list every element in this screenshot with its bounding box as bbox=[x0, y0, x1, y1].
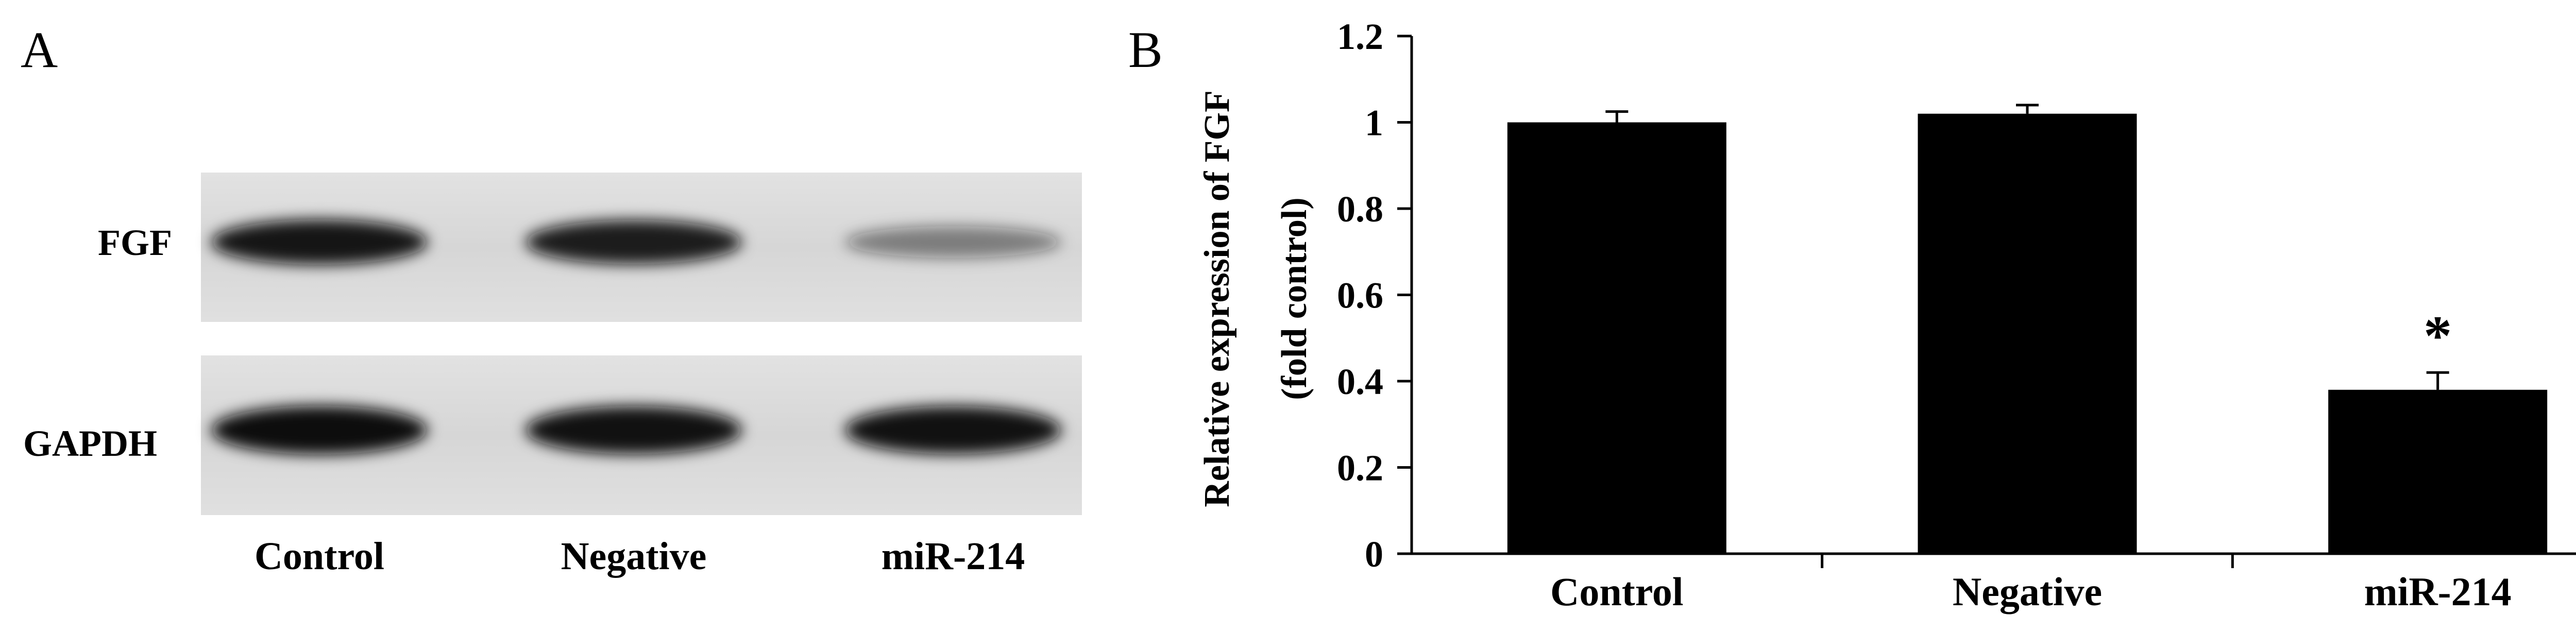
y-tick-label: 0.8 bbox=[1337, 189, 1383, 230]
y-tick-label: 1 bbox=[1365, 103, 1383, 144]
y-ticks: 0 0.2 0.4 0.6 0.8 1 1.2 bbox=[1337, 16, 1412, 575]
significance-mark: * bbox=[2424, 304, 2452, 367]
gapdh-band-2 bbox=[526, 406, 742, 454]
gapdh-band-1 bbox=[211, 405, 428, 455]
bar-mir-214 bbox=[2328, 389, 2548, 554]
x-tick-label: Control bbox=[1550, 569, 1684, 614]
bar-negative bbox=[1918, 113, 2137, 554]
gapdh-band-3 bbox=[845, 406, 1061, 454]
panel-b-letter: B bbox=[1128, 21, 1163, 78]
x-tick-label: miR-214 bbox=[2364, 569, 2512, 614]
y-axis-label-line2: (fold control) bbox=[1275, 197, 1314, 400]
x-tick-label: Negative bbox=[1953, 569, 2102, 614]
y-axis-label-line1: Relative expression of FGF bbox=[1197, 90, 1237, 507]
panel-b: B Relative expression of FGF (fold contr… bbox=[1128, 16, 2576, 614]
lane-label-mir214: miR-214 bbox=[882, 535, 1025, 578]
lane-label-control: Control bbox=[255, 535, 384, 578]
fgf-bands bbox=[211, 219, 1061, 265]
chart-bars: * bbox=[1507, 104, 2548, 554]
panel-a-letter: A bbox=[21, 21, 58, 78]
panel-a: A FGF GAPDH Control Negative miR-214 bbox=[21, 21, 1082, 578]
y-tick-label: 1.2 bbox=[1337, 16, 1383, 57]
lane-label-negative: Negative bbox=[561, 535, 707, 578]
y-tick-label: 0.4 bbox=[1337, 361, 1383, 402]
fgf-band-3 bbox=[845, 226, 1061, 258]
bar-control bbox=[1507, 122, 1726, 554]
y-tick-label: 0.6 bbox=[1337, 275, 1383, 316]
fgf-row-label: FGF bbox=[98, 222, 172, 263]
fgf-band-2 bbox=[526, 220, 742, 264]
gapdh-row-label: GAPDH bbox=[23, 423, 157, 464]
gapdh-bands bbox=[211, 405, 1061, 455]
y-tick-label: 0.2 bbox=[1337, 448, 1383, 489]
y-tick-label: 0 bbox=[1365, 534, 1383, 575]
fgf-band-1 bbox=[211, 219, 428, 265]
x-tick-labels: Control Negative miR-214 bbox=[1550, 569, 2512, 614]
